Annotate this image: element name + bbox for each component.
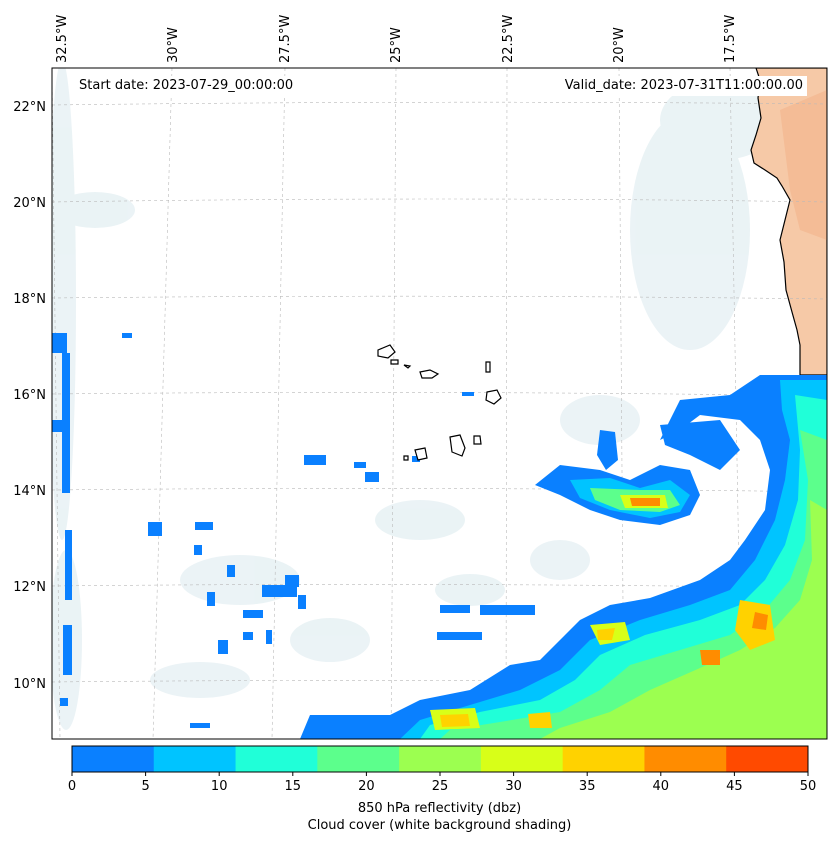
reflectivity-cluster-central — [535, 420, 740, 525]
lon-label: 25°W — [389, 27, 404, 63]
colorbar-swatch — [72, 746, 155, 772]
lat-label: 22°N — [13, 100, 46, 115]
colorbar-swatch — [480, 746, 564, 772]
colorbar-tick-label: 10 — [211, 779, 228, 794]
reflectivity-field — [52, 333, 535, 728]
lon-label: 27.5°W — [278, 15, 293, 63]
lat-label: 10°N — [13, 677, 46, 692]
lat-label: 12°N — [13, 580, 46, 595]
colorbar-title: 850 hPa reflectivity (dbz) — [357, 801, 522, 816]
reflectivity-convection-southeast — [300, 375, 827, 739]
map-border — [51, 67, 828, 740]
colorbar-swatch — [562, 746, 645, 772]
colorbar-swatch — [153, 746, 237, 772]
colorbar-tick-label: 20 — [358, 779, 375, 794]
lon-label: 32.5°W — [55, 15, 70, 63]
colorbar-swatch — [399, 746, 482, 772]
colorbar-tick-label: 5 — [141, 779, 149, 794]
lat-label: 14°N — [13, 484, 46, 499]
colorbar-tick-label: 35 — [579, 779, 596, 794]
lat-label: 18°N — [13, 292, 46, 307]
colorbar-subtitle: Cloud cover (white background shading) — [307, 818, 572, 833]
colorbar-swatch — [726, 746, 809, 772]
valid-date-label: Valid_date: 2023-07-31T11:00:00.00 — [560, 76, 807, 96]
land-shading-dark — [780, 90, 827, 240]
colorbar-tick-label: 0 — [68, 779, 76, 794]
start-date-label: Start date: 2023-07-29_00:00:00 — [75, 76, 298, 96]
colorbar-tick-label: 50 — [800, 779, 817, 794]
lon-label: 22.5°W — [501, 15, 516, 63]
colorbar: 0 5 10 15 20 25 30 35 40 45 50 — [68, 745, 817, 794]
lat-label: 16°N — [13, 388, 46, 403]
colorbar-tick-label: 45 — [726, 779, 743, 794]
lon-label: 30°W — [166, 27, 181, 63]
colorbar-tick-label: 30 — [505, 779, 522, 794]
colorbar-swatch — [644, 746, 727, 772]
colorbar-swatch — [317, 746, 400, 772]
cape-verde-islands — [377, 344, 502, 461]
colorbar-swatch — [235, 746, 318, 772]
longitude-labels: 32.5°W 30°W 27.5°W 25°W 22.5°W 20°W 17.5… — [55, 15, 738, 63]
colorbar-tick-label: 15 — [285, 779, 302, 794]
latitude-labels: 22°N 20°N 18°N 16°N 14°N 12°N 10°N — [13, 100, 46, 692]
colorbar-tick-label: 40 — [653, 779, 670, 794]
colorbar-tick-label: 25 — [432, 779, 449, 794]
lon-label: 20°W — [612, 27, 627, 63]
lon-label: 17.5°W — [723, 15, 738, 63]
lat-label: 20°N — [13, 196, 46, 211]
